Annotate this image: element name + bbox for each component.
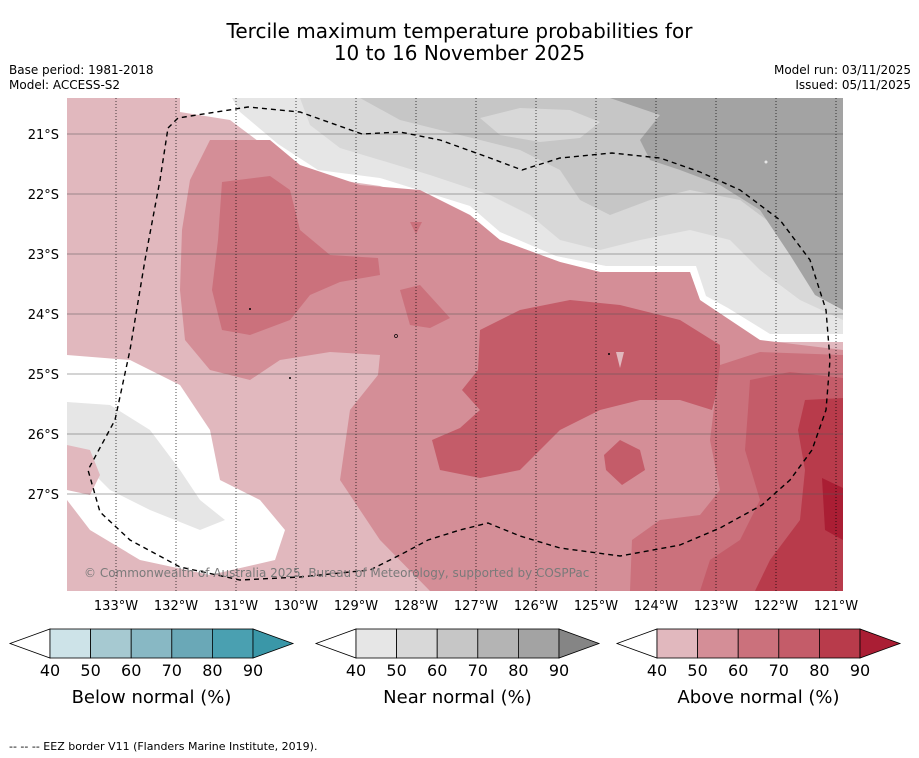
colorbar-segment xyxy=(49,628,91,659)
colorbar-legends: 40 50 60 70 80 90 Below normal (%) 40 50 60 70 80 90… xyxy=(8,628,902,708)
title-line-1: Tercile maximum temperature probabilitie… xyxy=(226,19,693,43)
colorbar-tick-label: 60 xyxy=(121,661,141,680)
colorbar-extend-low xyxy=(615,628,658,659)
island-dot xyxy=(289,377,291,379)
lat-label: 21°S xyxy=(28,128,59,143)
lon-label: 122°W xyxy=(754,599,798,614)
lat-label: 25°S xyxy=(28,368,59,383)
above-normal-60-70-small xyxy=(400,285,450,328)
lon-label: 133°W xyxy=(94,599,138,614)
lon-label: 123°W xyxy=(694,599,738,614)
colorbar-tick-label: 70 xyxy=(468,661,488,680)
colorbar-segment xyxy=(436,628,479,659)
lat-label: 24°S xyxy=(28,308,59,323)
lon-label: 130°W xyxy=(274,599,318,614)
colorbar-segment xyxy=(697,628,739,659)
colorbar-tick-label: 90 xyxy=(850,661,870,680)
colorbar-segment xyxy=(737,628,780,659)
colorbar-segment xyxy=(819,628,861,659)
colorbar-extend-high xyxy=(558,628,601,659)
colorbar-2: 40 50 60 70 80 90 Near normal (%) xyxy=(314,628,601,708)
colorbar-tick-label: 60 xyxy=(427,661,447,680)
colorbar-segment xyxy=(778,628,820,659)
longitude-gridlines xyxy=(115,98,837,591)
colorbar-segment xyxy=(518,628,560,659)
colorbar-segment xyxy=(171,628,213,659)
lon-label: 125°W xyxy=(574,599,618,614)
model-run: Model run: 03/11/2025 xyxy=(773,63,911,77)
lon-label: 129°W xyxy=(334,599,378,614)
colorbar-tick-label: 70 xyxy=(162,661,182,680)
colorbar-tick-label: 40 xyxy=(346,661,366,680)
colorbar-tick-label: 90 xyxy=(243,661,263,680)
lat-label: 22°S xyxy=(28,188,59,203)
colorbar-extend-high xyxy=(859,628,902,659)
colorbar-tick-label: 90 xyxy=(549,661,569,680)
colorbar-tick-label: 60 xyxy=(728,661,748,680)
colorbar-extend-low xyxy=(314,628,357,659)
copyright-notice: © Commonwealth of Australia 2025, Bureau… xyxy=(84,566,589,580)
colorbar-tick-label: 50 xyxy=(687,661,707,680)
colorbar-extend-high xyxy=(252,628,295,659)
lon-label: 132°W xyxy=(154,599,198,614)
colorbar-tick-label: 40 xyxy=(647,661,667,680)
island-dot xyxy=(764,160,768,164)
above-normal-90-region xyxy=(822,478,843,540)
near-normal-80-90-region xyxy=(610,98,843,310)
colorbar-tick-label: 80 xyxy=(508,661,528,680)
lon-label: 126°W xyxy=(514,599,558,614)
lon-label: 121°W xyxy=(814,599,858,614)
base-period: Base period: 1981-2018 xyxy=(9,63,154,77)
island-patch xyxy=(616,352,624,368)
colorbar-1: 40 50 60 70 80 90 Below normal (%) xyxy=(8,628,295,708)
probability-shading: © Commonwealth of Australia 2025, Bureau… xyxy=(67,98,843,591)
title-line-2: 10 to 16 November 2025 xyxy=(333,41,586,65)
colorbar-segment xyxy=(656,628,698,659)
eez-footnote: -- -- -- EEZ border V11 (Flanders Marine… xyxy=(9,740,318,753)
above-normal-60-70-west xyxy=(212,176,380,335)
lon-label: 128°W xyxy=(394,599,438,614)
colorbar-tick-label: 70 xyxy=(769,661,789,680)
colorbar-tick-label: 50 xyxy=(386,661,406,680)
lon-label: 131°W xyxy=(214,599,258,614)
colorbar-tick-label: 40 xyxy=(40,661,60,680)
longitude-labels: 133°W 132°W 131°W 130°W 129°W 128°W 127°… xyxy=(94,599,858,614)
colorbar-title: Near normal (%) xyxy=(383,687,532,708)
colorbar-segment xyxy=(90,628,132,659)
colorbar-extend-low xyxy=(8,628,51,659)
colorbar-title: Below normal (%) xyxy=(72,687,232,708)
colorbar-segment xyxy=(130,628,173,659)
above-normal-70-80-patch xyxy=(604,440,645,485)
latitude-gridlines xyxy=(67,133,843,495)
latitude-labels: 21°S 22°S 23°S 24°S 25°S 26°S 27°S xyxy=(28,128,59,503)
lon-label: 127°W xyxy=(454,599,498,614)
lon-label: 124°W xyxy=(634,599,678,614)
eez-border-line xyxy=(87,106,831,581)
colorbar-segment xyxy=(211,628,254,659)
colorbar-segment xyxy=(355,628,397,659)
near-normal-50-60-patch xyxy=(480,108,600,142)
island-dot xyxy=(394,334,398,338)
colorbar-tick-label: 50 xyxy=(80,661,100,680)
colorbar-segment xyxy=(396,628,438,659)
issued-date: Issued: 05/11/2025 xyxy=(795,78,911,92)
colorbar-tick-label: 80 xyxy=(202,661,222,680)
colorbar-title: Above normal (%) xyxy=(677,687,839,708)
island-dot xyxy=(249,308,251,310)
above-normal-70-80-central xyxy=(432,300,720,478)
lat-label: 26°S xyxy=(28,428,59,443)
colorbar-tick-label: 80 xyxy=(809,661,829,680)
lat-label: 27°S xyxy=(28,488,59,503)
island-dot xyxy=(608,353,610,355)
colorbar-3: 40 50 60 70 80 90 Above normal (%) xyxy=(615,628,902,708)
colorbar-segment xyxy=(477,628,519,659)
lat-label: 23°S xyxy=(28,248,59,263)
above-normal-80-90-east xyxy=(755,398,843,591)
model-name: Model: ACCESS-S2 xyxy=(9,78,121,92)
